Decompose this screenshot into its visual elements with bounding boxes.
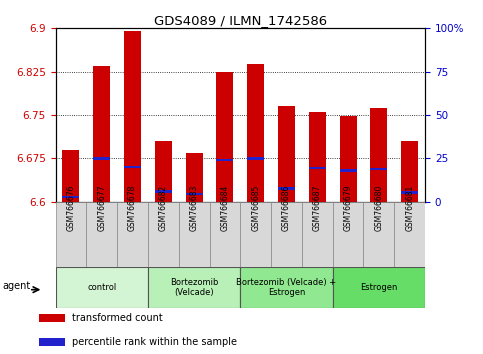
Bar xyxy=(216,159,233,161)
Bar xyxy=(117,202,148,267)
Bar xyxy=(185,193,202,195)
Text: Estrogen: Estrogen xyxy=(360,283,398,292)
Bar xyxy=(240,267,333,308)
Bar xyxy=(216,72,233,202)
Bar xyxy=(56,202,86,267)
Text: GSM766677: GSM766677 xyxy=(97,185,106,231)
Bar xyxy=(401,192,418,194)
Bar xyxy=(370,168,387,170)
Bar xyxy=(333,202,364,267)
Bar xyxy=(155,190,172,193)
Text: GSM766687: GSM766687 xyxy=(313,185,322,231)
Text: Bortezomib (Velcade) +
Estrogen: Bortezomib (Velcade) + Estrogen xyxy=(236,278,337,297)
Bar xyxy=(340,170,356,172)
Bar xyxy=(210,202,240,267)
Bar xyxy=(394,202,425,267)
Bar xyxy=(62,196,79,198)
Bar xyxy=(155,141,172,202)
Bar xyxy=(247,64,264,202)
Text: GSM766681: GSM766681 xyxy=(405,185,414,231)
Bar xyxy=(364,202,394,267)
Bar xyxy=(309,112,326,202)
Bar xyxy=(148,202,179,267)
Bar xyxy=(271,202,302,267)
Text: GSM766680: GSM766680 xyxy=(374,185,384,231)
Text: GSM766685: GSM766685 xyxy=(251,185,260,231)
Bar xyxy=(93,66,110,202)
Text: GSM766686: GSM766686 xyxy=(282,185,291,231)
Bar xyxy=(240,202,271,267)
Text: transformed count: transformed count xyxy=(72,313,163,323)
Bar xyxy=(278,106,295,202)
Bar xyxy=(86,202,117,267)
Bar xyxy=(401,141,418,202)
Bar xyxy=(302,202,333,267)
Bar xyxy=(179,202,210,267)
Bar xyxy=(278,187,295,190)
Text: GSM766679: GSM766679 xyxy=(343,185,353,231)
Text: GSM766683: GSM766683 xyxy=(190,185,199,231)
Title: GDS4089 / ILMN_1742586: GDS4089 / ILMN_1742586 xyxy=(154,14,327,27)
Bar xyxy=(185,153,202,202)
Text: control: control xyxy=(87,283,116,292)
Bar xyxy=(309,167,326,170)
Bar xyxy=(124,31,141,202)
Text: GSM766678: GSM766678 xyxy=(128,185,137,231)
Bar xyxy=(39,314,65,322)
Bar xyxy=(370,108,387,202)
Bar xyxy=(148,267,241,308)
Bar xyxy=(93,157,110,160)
Text: agent: agent xyxy=(3,281,31,291)
Bar xyxy=(247,157,264,160)
Bar xyxy=(340,116,356,202)
Bar xyxy=(124,166,141,168)
Bar xyxy=(56,267,148,308)
Text: GSM766682: GSM766682 xyxy=(159,185,168,231)
Text: percentile rank within the sample: percentile rank within the sample xyxy=(72,337,238,347)
Bar xyxy=(62,150,79,202)
Text: GSM766676: GSM766676 xyxy=(67,185,75,231)
Bar xyxy=(333,267,425,308)
Bar xyxy=(39,338,65,346)
Text: Bortezomib
(Velcade): Bortezomib (Velcade) xyxy=(170,278,218,297)
Text: GSM766684: GSM766684 xyxy=(220,185,229,231)
